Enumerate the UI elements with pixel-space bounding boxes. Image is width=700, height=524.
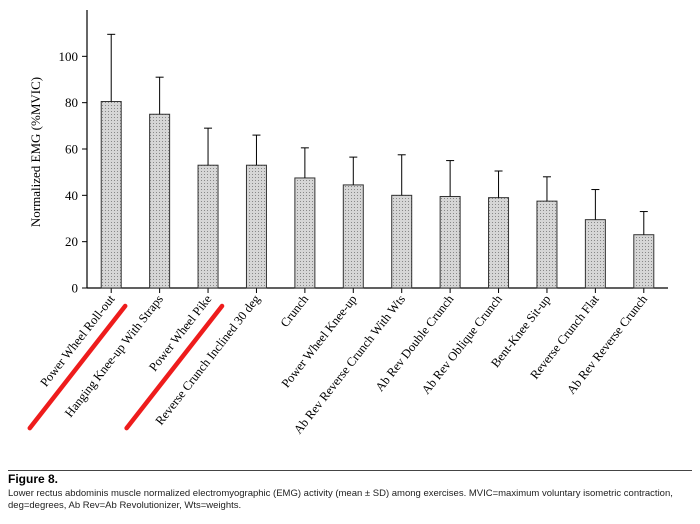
bar (633, 234, 655, 289)
chart-axes: 0 20 40 60 80 100 (59, 10, 668, 296)
chart-bars (100, 33, 655, 289)
x-tick-label: Crunch (278, 292, 312, 330)
bar (197, 164, 219, 289)
y-tick-label: 20 (65, 234, 78, 249)
figure-caption: Figure 8. Lower rectus abdominis muscle … (8, 472, 694, 512)
x-tick-label: Reverse Crunch Inclined 30 deg (153, 292, 264, 428)
bar (439, 195, 461, 289)
y-tick-label: 100 (59, 49, 79, 64)
highlight-mark (27, 303, 128, 431)
figure-caption-text: Lower rectus abdominis muscle normalized… (8, 488, 673, 511)
y-axis-label: Normalized EMG (%MVIC) (28, 77, 43, 227)
bar (245, 164, 267, 289)
figure-title: Figure 8. (8, 472, 59, 486)
highlight-mark (124, 303, 225, 431)
bar (488, 197, 510, 289)
bar-chart: 0 20 40 60 80 100 Power Wheel Roll-outHanging… (27, 10, 668, 437)
bar (391, 194, 413, 289)
bar (294, 177, 316, 289)
y-tick-label: 0 (72, 281, 79, 296)
x-tick-label: Ab Rev Oblique Crunch (419, 292, 506, 397)
y-tick-label: 80 (65, 95, 78, 110)
bar (536, 200, 558, 289)
caption-rule (8, 470, 692, 471)
y-tick-label: 60 (65, 142, 78, 157)
bar (149, 113, 171, 289)
y-tick-label: 40 (65, 188, 78, 203)
bar (584, 219, 606, 289)
bar (342, 184, 364, 289)
x-tick-label: Ab Rev Reverse Crunch (564, 292, 651, 397)
bar (100, 101, 122, 289)
